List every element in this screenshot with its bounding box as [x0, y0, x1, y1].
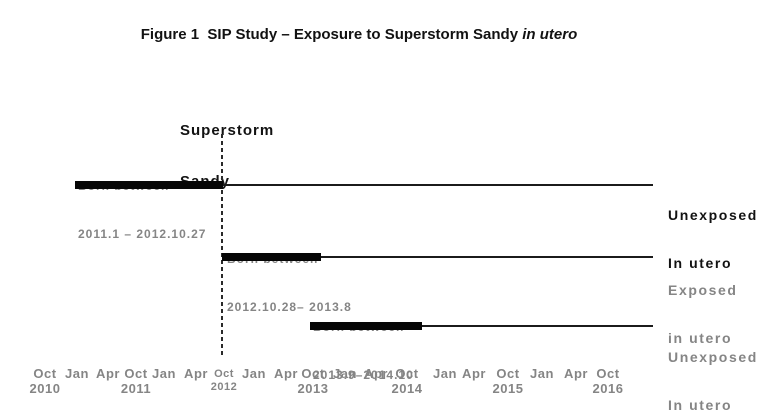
axis-month-label: Apr	[184, 366, 208, 381]
exposure-status-3-line1: Unexposed	[668, 349, 758, 365]
axis-month-label: Jan	[333, 366, 357, 381]
axis-year-label: 2013	[297, 381, 329, 396]
axis-year-label: 2015	[492, 381, 524, 396]
exposure-status-2-line2: in utero	[668, 330, 733, 346]
axis-month-label: Jan	[242, 366, 266, 381]
exposure-status-1-line1: Unexposed	[668, 207, 758, 223]
timeline-bar-1	[75, 181, 223, 189]
figure-title-italic: in utero	[522, 26, 578, 43]
timeline-line-1	[223, 184, 653, 186]
timeline-bar-2	[222, 253, 321, 261]
exposure-status-label-2: Exposed in utero	[668, 250, 738, 378]
event-label-line1: Superstorm	[180, 122, 275, 139]
axis-year-label: 2010	[29, 381, 61, 396]
exposure-status-label-1: Unexposed In utero	[668, 175, 758, 303]
timeline-line-2	[321, 256, 653, 258]
exposure-status-2-line1: Exposed	[668, 282, 738, 298]
axis-year-label: 2011	[120, 381, 152, 396]
axis-month-label: Oct	[214, 368, 234, 380]
figure-title-text: Figure 1 SIP Study – Exposure to Superst…	[140, 26, 523, 43]
axis-month-label: Jan	[530, 366, 554, 381]
axis-year-label: 2016	[592, 381, 624, 396]
axis-month-label: Oct	[596, 366, 620, 381]
axis-month-label: Oct	[124, 366, 148, 381]
born-range-label-1: Born between 2011.1 – 2012.10.27	[78, 146, 206, 274]
exposure-status-label-3: Unexposed In utero	[668, 317, 758, 420]
axis-month-label: Oct	[395, 366, 419, 381]
axis-month-label: Oct	[33, 366, 57, 381]
born-range-label-2-line2: 2012.10.28– 2013.8	[227, 300, 352, 314]
axis-year-label: 2012	[210, 381, 238, 393]
axis-year-label: 2014	[391, 381, 423, 396]
timeline-bar-3	[310, 322, 422, 330]
axis-month-label: Apr	[462, 366, 486, 381]
axis-month-label: Oct	[301, 366, 325, 381]
exposure-status-3-line2: In utero	[668, 397, 733, 413]
born-range-label-1-line2: 2011.1 – 2012.10.27	[78, 227, 207, 241]
timeline-line-3	[422, 325, 653, 327]
axis-month-label: Jan	[65, 366, 89, 381]
axis-month-label: Jan	[433, 366, 457, 381]
figure-title: Figure 1 SIP Study – Exposure to Superst…	[0, 26, 718, 43]
axis-month-label: Jan	[152, 366, 176, 381]
exposure-status-1-line2: In utero	[668, 255, 733, 271]
axis-month-label: Apr	[274, 366, 298, 381]
axis-month-label: Apr	[564, 366, 588, 381]
axis-month-label: Oct	[496, 366, 520, 381]
axis-month-label: Apr	[364, 366, 388, 381]
born-range-label-3-line2: 2013.9–2014.10	[313, 368, 414, 382]
event-marker-dashed-line	[221, 134, 223, 358]
axis-month-label: Apr	[96, 366, 120, 381]
